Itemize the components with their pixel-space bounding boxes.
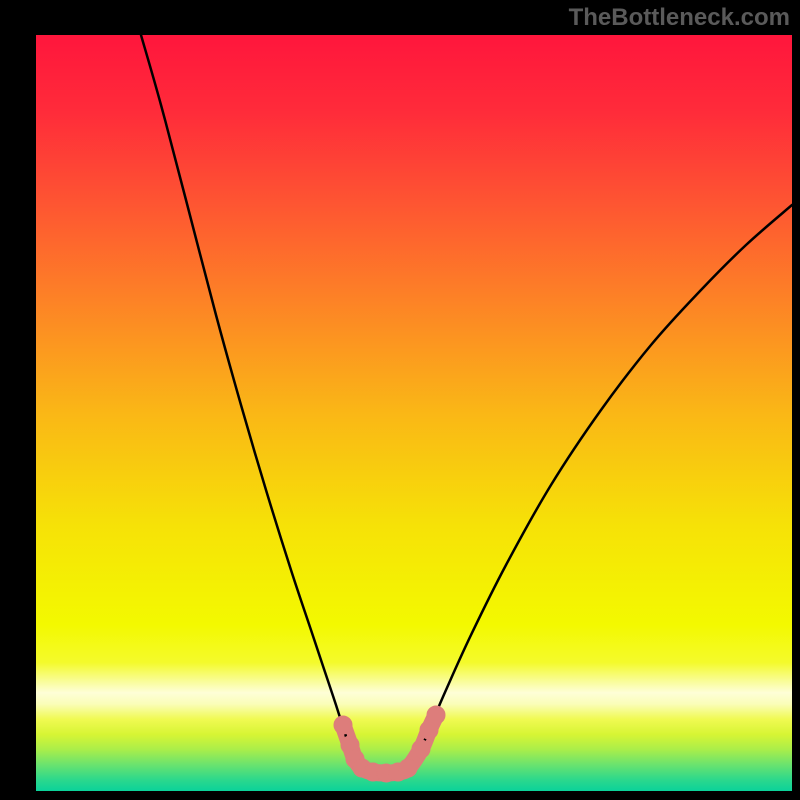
plot-area: [36, 35, 792, 791]
curve-marker: [412, 740, 430, 758]
curve-marker: [399, 759, 417, 777]
curve-markers: [334, 706, 445, 782]
watermark-text: TheBottleneck.com: [569, 4, 790, 32]
chart-stage: TheBottleneck.com: [0, 0, 800, 800]
curve-marker: [334, 716, 352, 734]
curve-marker: [427, 706, 445, 724]
curve-right-branch: [422, 205, 792, 747]
curve-layer: [36, 35, 792, 791]
curve-left-branch: [141, 35, 349, 747]
